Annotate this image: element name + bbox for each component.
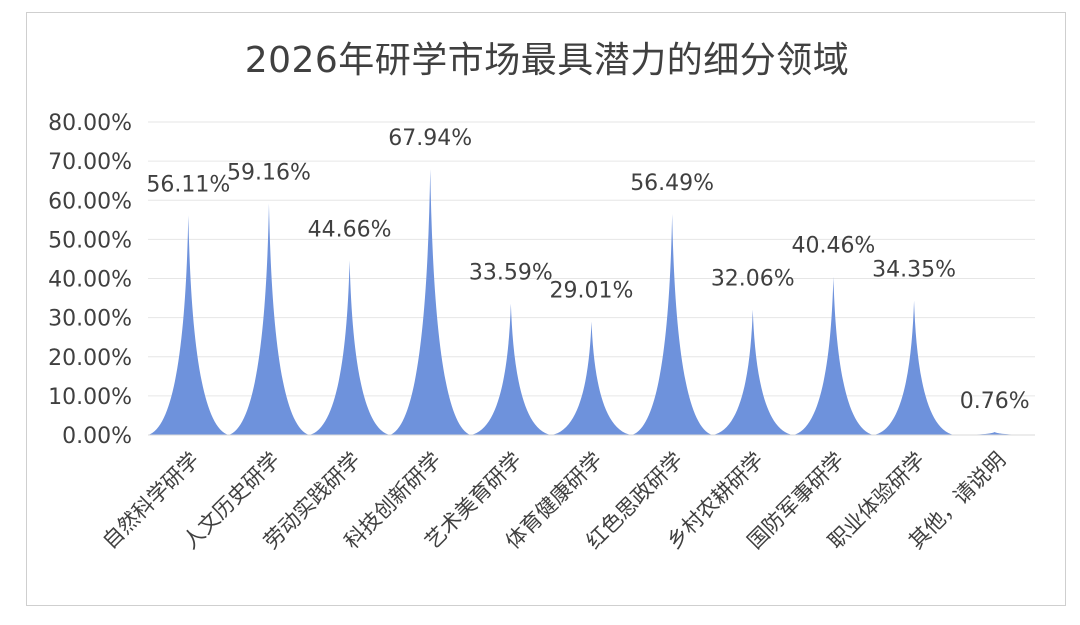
data-label: 44.66%: [308, 217, 392, 242]
bar-5: [470, 303, 552, 435]
data-label: 0.76%: [960, 389, 1030, 414]
bar-1: [148, 215, 229, 435]
bar-9: [793, 276, 874, 435]
y-tick-label: 60.00%: [48, 189, 132, 214]
chart-title: 2026年研学市场最具潜力的细分领域: [244, 40, 850, 81]
bar-10: [873, 300, 955, 435]
bar-2: [228, 203, 310, 435]
y-tick-label: 80.00%: [48, 111, 132, 136]
y-tick-label: 0.00%: [62, 424, 132, 449]
data-label: 59.16%: [227, 161, 311, 186]
bar-7: [631, 213, 713, 435]
data-label: 32.06%: [711, 267, 795, 292]
data-label: 67.94%: [388, 126, 472, 151]
y-tick-label: 10.00%: [48, 385, 132, 410]
y-tick-label: 40.00%: [48, 268, 132, 293]
bar-4: [389, 169, 471, 435]
y-tick-label: 20.00%: [48, 346, 132, 371]
chart-frame: 2026年研学市场最具潜力的细分领域: [26, 12, 1066, 606]
y-tick-label: 30.00%: [48, 307, 132, 332]
y-tick-label: 50.00%: [48, 228, 132, 253]
bar-11: [954, 432, 1035, 435]
data-label: 40.46%: [791, 234, 875, 259]
data-label: 33.59%: [469, 261, 553, 286]
bar-6: [551, 321, 632, 435]
data-label: 29.01%: [550, 278, 634, 303]
data-label: 56.49%: [630, 171, 714, 196]
bar-3: [309, 260, 390, 435]
data-label: 34.35%: [872, 258, 956, 283]
y-tick-label: 70.00%: [48, 150, 132, 175]
data-label: 56.11%: [146, 172, 230, 197]
bar-8: [712, 309, 794, 435]
